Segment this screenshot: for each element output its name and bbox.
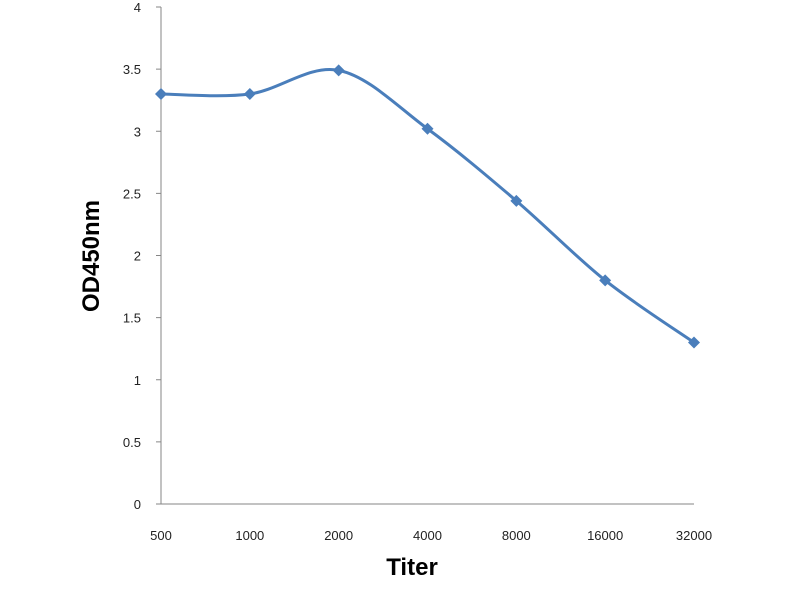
- y-axis-title: OD450nm: [78, 200, 105, 312]
- x-tick-label: 2000: [324, 528, 353, 543]
- data-point-marker: [599, 274, 612, 287]
- y-tick-label: 0.5: [123, 435, 141, 450]
- x-axis-title: Titer: [386, 554, 438, 581]
- x-tick-label: 1000: [235, 528, 264, 543]
- x-tick-label: 4000: [413, 528, 442, 543]
- y-tick-label: 3: [134, 124, 141, 139]
- data-point-marker: [332, 64, 345, 77]
- y-tick-label: 4: [134, 0, 141, 15]
- y-tick-label: 1.5: [123, 311, 141, 326]
- data-point-marker: [688, 336, 700, 349]
- x-tick-label: 16000: [587, 528, 623, 543]
- x-tick-label: 32000: [676, 528, 712, 543]
- data-point-marker: [510, 194, 523, 207]
- x-axis-ticks: 500 1000 2000 4000 8000 16000 32000: [150, 528, 712, 543]
- y-tick-label: 0: [134, 497, 141, 512]
- x-tick-label: 8000: [502, 528, 531, 543]
- y-tick-label: 2.5: [123, 186, 141, 201]
- x-tick-label: 500: [150, 528, 172, 543]
- series-markers: [155, 64, 700, 349]
- y-axis-ticks: 0 0.5 1 1.5 2 2.5 3 3.5 4: [123, 0, 161, 512]
- series-line: [159, 68, 696, 344]
- data-point-marker: [243, 87, 256, 100]
- y-tick-label: 3.5: [123, 62, 141, 77]
- y-tick-label: 2: [134, 249, 141, 264]
- data-point-marker: [421, 122, 434, 135]
- data-point-marker: [155, 87, 167, 100]
- y-tick-label: 1: [134, 373, 141, 388]
